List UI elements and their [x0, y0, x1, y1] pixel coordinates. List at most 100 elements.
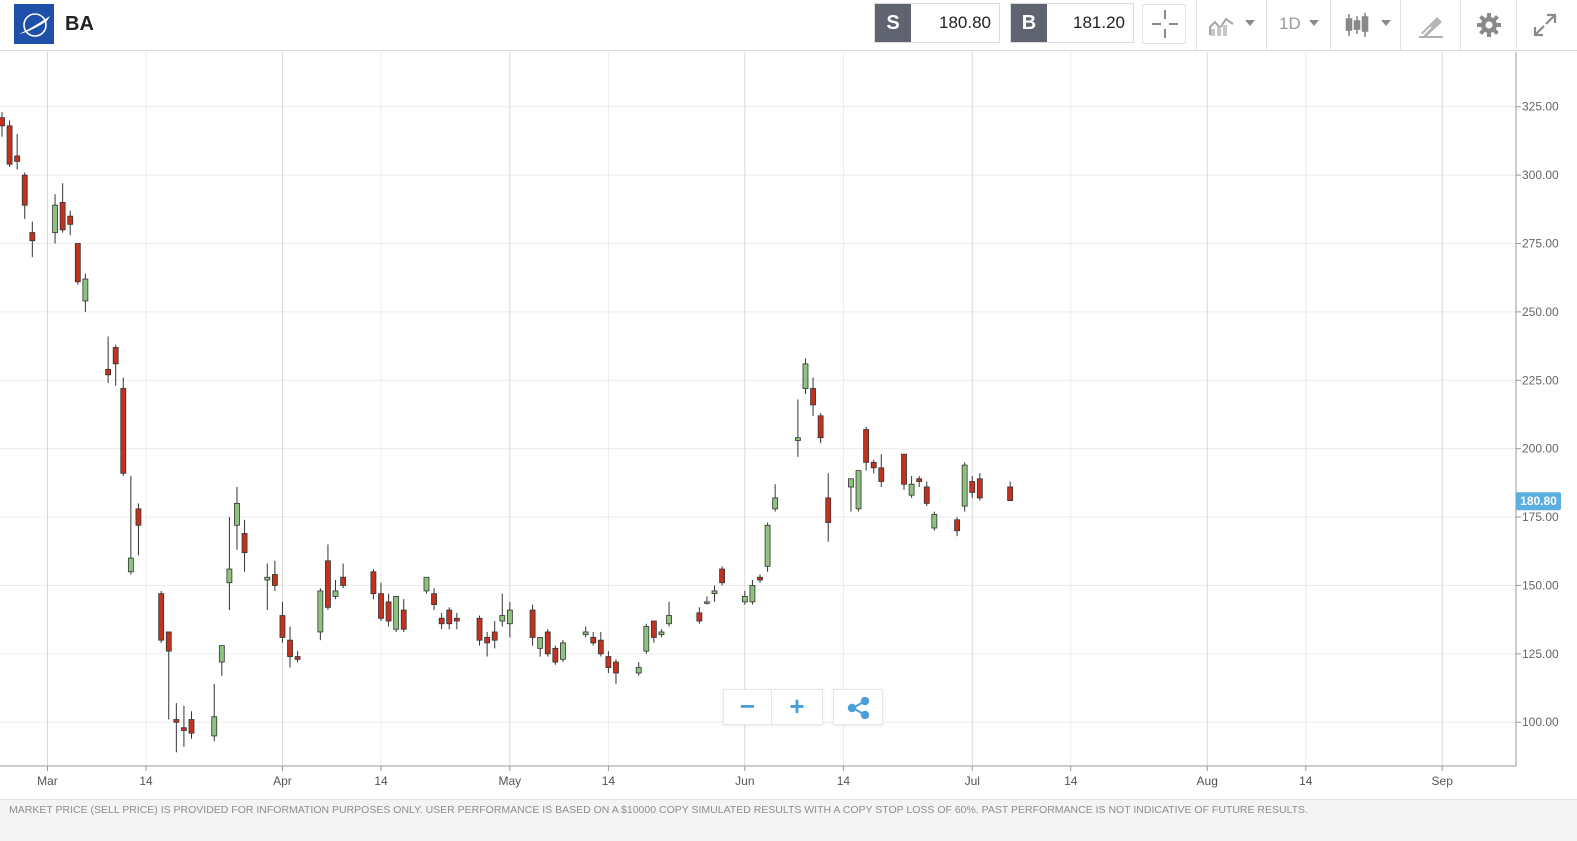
candle: [764, 522, 771, 572]
candle-body-down: [976, 478, 983, 499]
y-tick-label: 175.00: [1522, 510, 1559, 524]
indicators-button[interactable]: [1196, 0, 1266, 51]
candle: [325, 544, 331, 611]
timeframe-label: 1D: [1279, 14, 1301, 33]
candle-body-down: [173, 719, 180, 723]
candle-body-up: [226, 568, 233, 584]
candle-body-down: [757, 576, 763, 581]
candle: [431, 588, 437, 611]
crosshair-icon: [1152, 10, 1178, 38]
candle-body-up: [211, 716, 218, 737]
y-tick-label: 225.00: [1522, 373, 1559, 387]
candle: [74, 243, 81, 285]
candle: [848, 478, 854, 512]
candle-body-down: [438, 617, 445, 625]
expand-icon: [1533, 13, 1557, 37]
boeing-logo[interactable]: [14, 4, 54, 44]
candle-body-up: [795, 437, 801, 441]
candle: [29, 221, 36, 258]
candle: [560, 640, 566, 663]
candle-body-down: [158, 593, 165, 641]
candle-body-up: [560, 642, 566, 660]
x-tick-label: Sep: [1432, 774, 1454, 788]
candle: [719, 566, 725, 586]
candle-body-down: [597, 639, 604, 655]
x-tick-label: Mar: [37, 774, 58, 788]
candle: [658, 629, 665, 638]
candle: [59, 183, 66, 233]
y-tick-label: 275.00: [1522, 236, 1559, 250]
candle: [916, 476, 923, 487]
candlestick-series: [0, 112, 1014, 753]
candle-body-down: [135, 508, 142, 526]
candle: [453, 612, 460, 630]
chart-type-button[interactable]: [1330, 0, 1400, 51]
candle-body-down: [825, 497, 832, 523]
x-tick-label: Jun: [735, 774, 754, 788]
sell-price-button[interactable]: S 180.80: [874, 3, 1000, 43]
chevron-down-icon: [1381, 20, 1391, 26]
candle: [590, 631, 597, 646]
indicators-icon: [1209, 17, 1234, 36]
candle-body-down: [552, 647, 559, 663]
candle-body-down: [544, 631, 551, 655]
candle: [749, 579, 756, 605]
candle-body-up: [908, 483, 915, 496]
buy-tag: B: [1011, 4, 1047, 42]
candle-body-down: [241, 533, 248, 554]
candle-body-down: [954, 519, 960, 532]
candle: [931, 511, 938, 531]
plus-icon: +: [789, 691, 805, 721]
candle: [279, 601, 286, 643]
share-button[interactable]: [833, 689, 883, 725]
y-tick-label: 300.00: [1522, 168, 1559, 182]
candle: [446, 607, 453, 630]
timeframe-select[interactable]: 1D: [1266, 0, 1330, 51]
fullscreen-button[interactable]: [1516, 0, 1577, 51]
candle-body-down: [817, 415, 824, 439]
price-chart[interactable]: 100.00 125.00 150.00 175.00 200.00 225.00 250.…: [0, 52, 1577, 798]
settings-button[interactable]: [1460, 0, 1516, 51]
candle-body-down: [59, 202, 66, 231]
candle-body-up: [218, 645, 225, 663]
zoom-out-button[interactable]: −: [724, 690, 772, 724]
sell-price: 180.80: [939, 13, 991, 32]
candle: [605, 651, 612, 673]
y-tick-label: 200.00: [1522, 442, 1559, 456]
disclaimer-text: MARKET PRICE (SELL PRICE) IS PROVIDED FO…: [9, 804, 1308, 816]
candle-body-down: [21, 174, 28, 206]
candle: [961, 462, 968, 512]
candle-body-down: [325, 560, 331, 608]
current-price-badge: [1516, 492, 1561, 511]
candle-body-up: [802, 363, 809, 389]
candle-body-up: [931, 513, 938, 529]
zoom-in-button[interactable]: +: [773, 690, 821, 724]
draw-tool-icon: [1419, 17, 1443, 38]
draw-tool-button[interactable]: [1400, 0, 1460, 51]
candle: [6, 120, 13, 167]
candle-body-down: [605, 656, 612, 668]
candle: [400, 599, 407, 632]
candle-body-down: [340, 576, 347, 586]
candle-body-up: [82, 278, 89, 302]
candle-body-down: [6, 125, 13, 165]
buy-price: 181.20: [1073, 13, 1125, 32]
candle: [1007, 481, 1014, 502]
candle: [127, 476, 134, 575]
candle-body-down: [14, 155, 21, 162]
x-tick-label: Jul: [965, 774, 980, 788]
candle: [878, 454, 885, 487]
chevron-down-icon: [1309, 20, 1319, 26]
candle-body-down: [491, 631, 498, 641]
candle: [484, 631, 491, 657]
candle-body-down: [0, 117, 5, 127]
chart-grid: [0, 52, 1516, 766]
buy-price-button[interactable]: B 181.20: [1010, 3, 1134, 43]
candle-body-down: [287, 639, 293, 657]
candle: [218, 645, 225, 676]
candle: [863, 426, 870, 471]
candle: [211, 683, 218, 742]
x-tick-label: 14: [602, 774, 616, 788]
crosshair-button[interactable]: [1142, 4, 1186, 44]
candle-body-down: [74, 243, 81, 283]
